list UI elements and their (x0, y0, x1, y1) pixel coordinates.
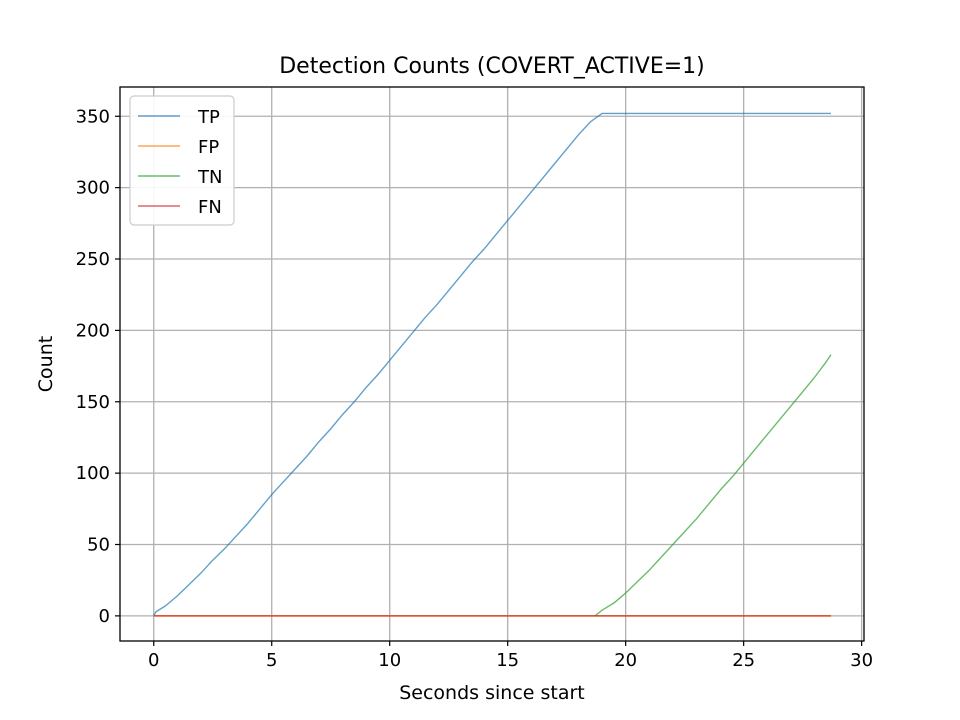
legend: TP FP TN FN (129, 95, 235, 226)
y-tick-label: 200 (76, 320, 110, 341)
x-tick-label: 30 (850, 650, 873, 671)
series-line-tn (594, 354, 832, 617)
x-axis-ticks: 0 5 10 15 20 25 30 (148, 641, 873, 671)
chart-title: Detection Counts (COVERT_ACTIVE=1) (279, 54, 705, 79)
axes-background (120, 87, 864, 641)
y-tick-label: 0 (99, 606, 110, 627)
legend-box (129, 95, 235, 226)
y-tick-label: 100 (76, 463, 110, 484)
legend-label-tn: TN (197, 167, 222, 188)
y-tick-label: 150 (76, 392, 110, 413)
y-tick-label: 350 (76, 106, 110, 127)
x-tick-label: 5 (266, 650, 277, 671)
y-axis-label: Count (35, 336, 57, 392)
plot-area (119, 86, 865, 642)
x-tick-label: 0 (148, 650, 159, 671)
y-tick-label: 250 (76, 249, 110, 270)
y-tick-label: 300 (76, 178, 110, 199)
axes-frame (119, 86, 865, 642)
x-tick-label: 25 (732, 650, 755, 671)
x-tick-label: 20 (614, 650, 637, 671)
legend-label-tp: TP (197, 107, 220, 128)
series-layer (153, 112, 832, 617)
x-axis-label: Seconds since start (399, 682, 585, 704)
y-tick-label: 50 (87, 535, 110, 556)
legend-items: TP FP TN FN (138, 107, 222, 218)
y-axis-ticks: 0 50 100 150 200 250 300 350 (76, 106, 120, 627)
legend-label-fp: FP (198, 137, 219, 158)
series-line-tp (153, 112, 831, 617)
legend-label-fn: FN (198, 197, 222, 218)
x-tick-label: 15 (496, 650, 519, 671)
x-tick-label: 10 (378, 650, 401, 671)
